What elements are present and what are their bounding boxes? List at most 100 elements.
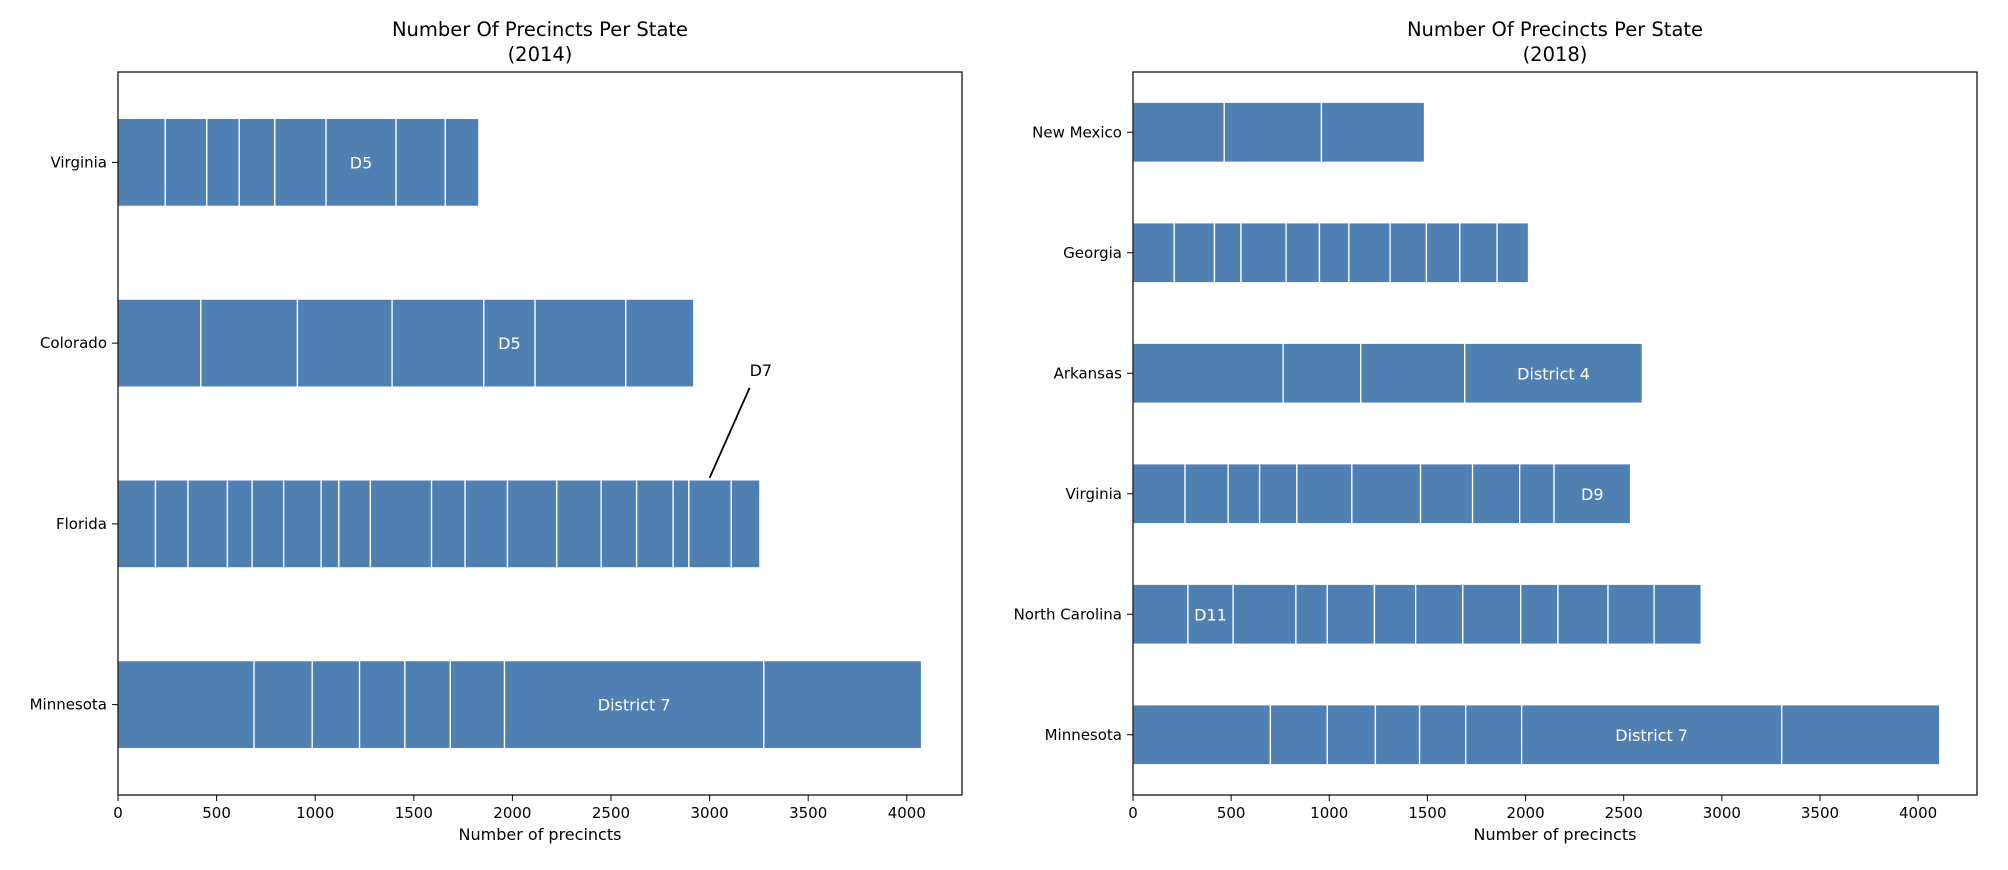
y-tick-label: Georgia [1063, 244, 1122, 262]
bar-segment [1418, 704, 1467, 766]
bar-segment [444, 117, 480, 208]
bar-segment [1520, 704, 1783, 766]
bar-segment [1296, 463, 1353, 525]
bar-segment [763, 659, 923, 750]
bar-segment [1132, 222, 1175, 284]
bar-segment [206, 117, 240, 208]
bar-segment [600, 479, 638, 569]
segment-label: D9 [1581, 485, 1604, 504]
segment-label: D11 [1194, 605, 1227, 624]
bar-segment [1184, 463, 1229, 525]
bar-segment [274, 117, 327, 208]
bar-segment [1285, 222, 1321, 284]
bar-segment [1781, 704, 1941, 766]
bar-segment [625, 298, 695, 388]
bar-segment [506, 479, 558, 569]
x-tick-label: 3500 [1801, 804, 1839, 822]
bar-segment [1464, 342, 1643, 404]
bar-segment [325, 117, 397, 208]
segment-label: D5 [350, 153, 373, 172]
bar-segment [464, 479, 509, 569]
bar-segment [1496, 222, 1530, 284]
bar-segment [200, 298, 299, 388]
bar-segment [320, 479, 340, 569]
bar-segment [238, 117, 276, 208]
x-tick-label: 4000 [1899, 804, 1937, 822]
bar-segment [369, 479, 433, 569]
segment-label: District 7 [598, 696, 671, 715]
bar-segment [117, 479, 157, 569]
x-tick-label: 2000 [493, 804, 531, 822]
bar-segment [282, 479, 322, 569]
bar-segment [251, 479, 285, 569]
x-tick-label: 0 [1128, 804, 1138, 822]
x-tick-label: 1500 [395, 804, 433, 822]
x-tick-label: 2500 [1605, 804, 1643, 822]
bar-segment [1471, 463, 1521, 525]
bar-segment [226, 479, 253, 569]
x-tick-label: 3500 [789, 804, 827, 822]
chart-2014: Number Of Precincts Per State(2014) D5 D5 D… [30, 18, 963, 844]
bar-segment [1173, 222, 1216, 284]
bar-segment [1360, 342, 1466, 404]
bar-segment [1232, 583, 1297, 645]
chart-title: Number Of Precincts Per State [392, 18, 688, 41]
bar-segment [1348, 222, 1391, 284]
plot-frame [117, 71, 963, 796]
chart-2018: Number Of Precincts Per State(2018) Distr… [1014, 18, 1978, 844]
bar-segment [1318, 222, 1350, 284]
bar-segment [1227, 463, 1261, 525]
bar-segment [391, 298, 485, 388]
bar-segment [1557, 583, 1609, 645]
segment-label: District 4 [1517, 364, 1590, 383]
bar-segment [430, 479, 466, 569]
x-tick-label: 4000 [888, 804, 926, 822]
bar-segment [1326, 704, 1377, 766]
bar-segment [1373, 583, 1417, 645]
x-axis-label: Number of precincts [459, 825, 622, 844]
x-tick-label: 2000 [1506, 804, 1544, 822]
bar-segment [483, 298, 536, 388]
bar-segment [1187, 583, 1234, 645]
bar-segment [1326, 583, 1376, 645]
bar-segment [1240, 222, 1287, 284]
bar-segment [187, 479, 229, 569]
segment-label: D5 [498, 334, 521, 353]
y-tick-label: Virginia [1065, 485, 1122, 503]
bar-segment [672, 479, 690, 569]
y-tick-label: Colorado [40, 334, 107, 352]
bar-segment [1653, 583, 1702, 645]
bar-segment [556, 479, 602, 569]
bar-segment [395, 117, 446, 208]
bar-segment [1132, 101, 1225, 163]
bar-segment [1374, 704, 1421, 766]
bar-segment [117, 117, 166, 208]
bar-segment [1462, 583, 1522, 645]
bar-segment [449, 659, 506, 750]
y-tick-label: Arkansas [1054, 364, 1123, 382]
y-tick-label: Virginia [50, 153, 107, 171]
bar-segment [1282, 342, 1362, 404]
bar-segment [1132, 463, 1186, 525]
bar-segment [1213, 222, 1242, 284]
annotation-arrow [708, 387, 751, 479]
bar-segment [635, 479, 674, 569]
bar-segment [1425, 222, 1461, 284]
x-tick-label: 2500 [592, 804, 630, 822]
bar-segment [1465, 704, 1523, 766]
bar-segment [338, 479, 372, 569]
bar-segment [1132, 704, 1272, 766]
bar-segment [1132, 342, 1284, 404]
bar-segment [534, 298, 627, 388]
bar-segment [164, 117, 208, 208]
y-tick-label: Minnesota [30, 696, 107, 714]
x-tick-label: 3000 [1703, 804, 1741, 822]
bar-segment [117, 659, 255, 750]
x-tick-label: 500 [202, 804, 231, 822]
bar-segment [404, 659, 451, 750]
chart-title: Number Of Precincts Per State [1407, 18, 1703, 41]
bar-segment [358, 659, 406, 750]
annotation-label: D7 [750, 361, 773, 380]
bar-segment [1419, 463, 1474, 525]
